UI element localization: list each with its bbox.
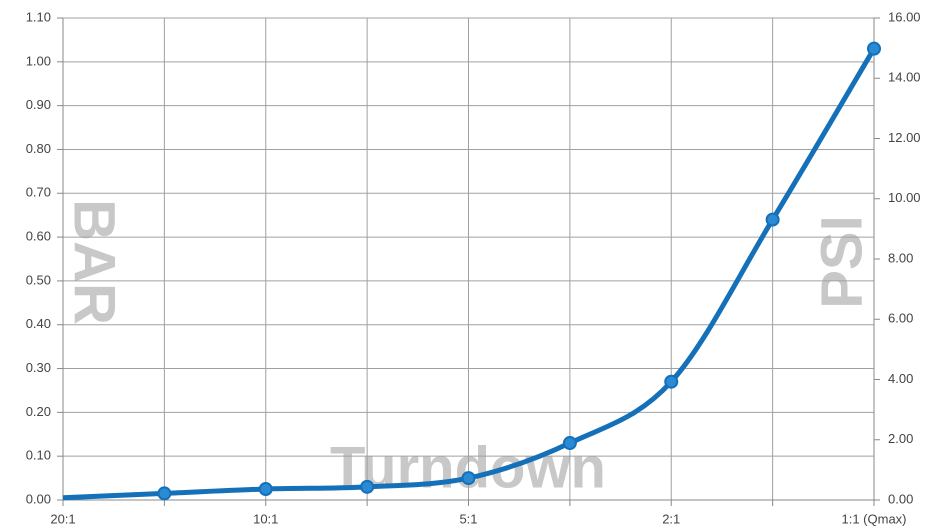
y2-tick-label: 16.00 [888, 9, 921, 24]
y-tick-label: 1.00 [26, 53, 51, 68]
y-axis-title: BAR [62, 199, 127, 325]
y-tick-label: 1.10 [26, 9, 51, 24]
y-tick-label: 0.10 [26, 448, 51, 463]
y2-tick-label: 8.00 [888, 250, 913, 265]
y-tick-label: 0.70 [26, 185, 51, 200]
x-tick-label: 5:1 [459, 511, 477, 526]
y2-tick-label: 4.00 [888, 371, 913, 386]
line-series [62, 47, 877, 501]
y-tick-label: 0.90 [26, 97, 51, 112]
y-tick-label: 0.50 [26, 272, 51, 287]
x-tick-label: 10:1 [253, 511, 278, 526]
y2-tick-label: 14.00 [888, 70, 921, 85]
y2-tick-label: 0.00 [888, 491, 913, 506]
y2-tick-label: 10.00 [888, 190, 921, 205]
marker [664, 374, 679, 389]
y-tick-label: 0.40 [26, 316, 51, 331]
marker [360, 479, 375, 494]
y2-axis-title: PSI [809, 215, 874, 309]
marker [258, 482, 273, 497]
x-tick-label: 1:1 (Qmax) [841, 511, 906, 526]
y-tick-label: 0.30 [26, 360, 51, 375]
y-tick-label: 0.60 [26, 229, 51, 244]
y2-tick-label: 12.00 [888, 130, 921, 145]
y-tick-label: 0.00 [26, 491, 51, 506]
marker [867, 41, 881, 56]
y2-tick-label: 6.00 [888, 311, 913, 326]
marker [765, 212, 780, 227]
x-tick-label: 20:1 [50, 511, 75, 526]
x-tick-label: 2:1 [662, 511, 680, 526]
y-tick-label: 0.20 [26, 404, 51, 419]
marker [562, 436, 577, 451]
y-tick-label: 0.80 [26, 141, 51, 156]
marker [461, 471, 476, 486]
y2-tick-label: 2.00 [888, 431, 913, 446]
marker [157, 486, 172, 501]
